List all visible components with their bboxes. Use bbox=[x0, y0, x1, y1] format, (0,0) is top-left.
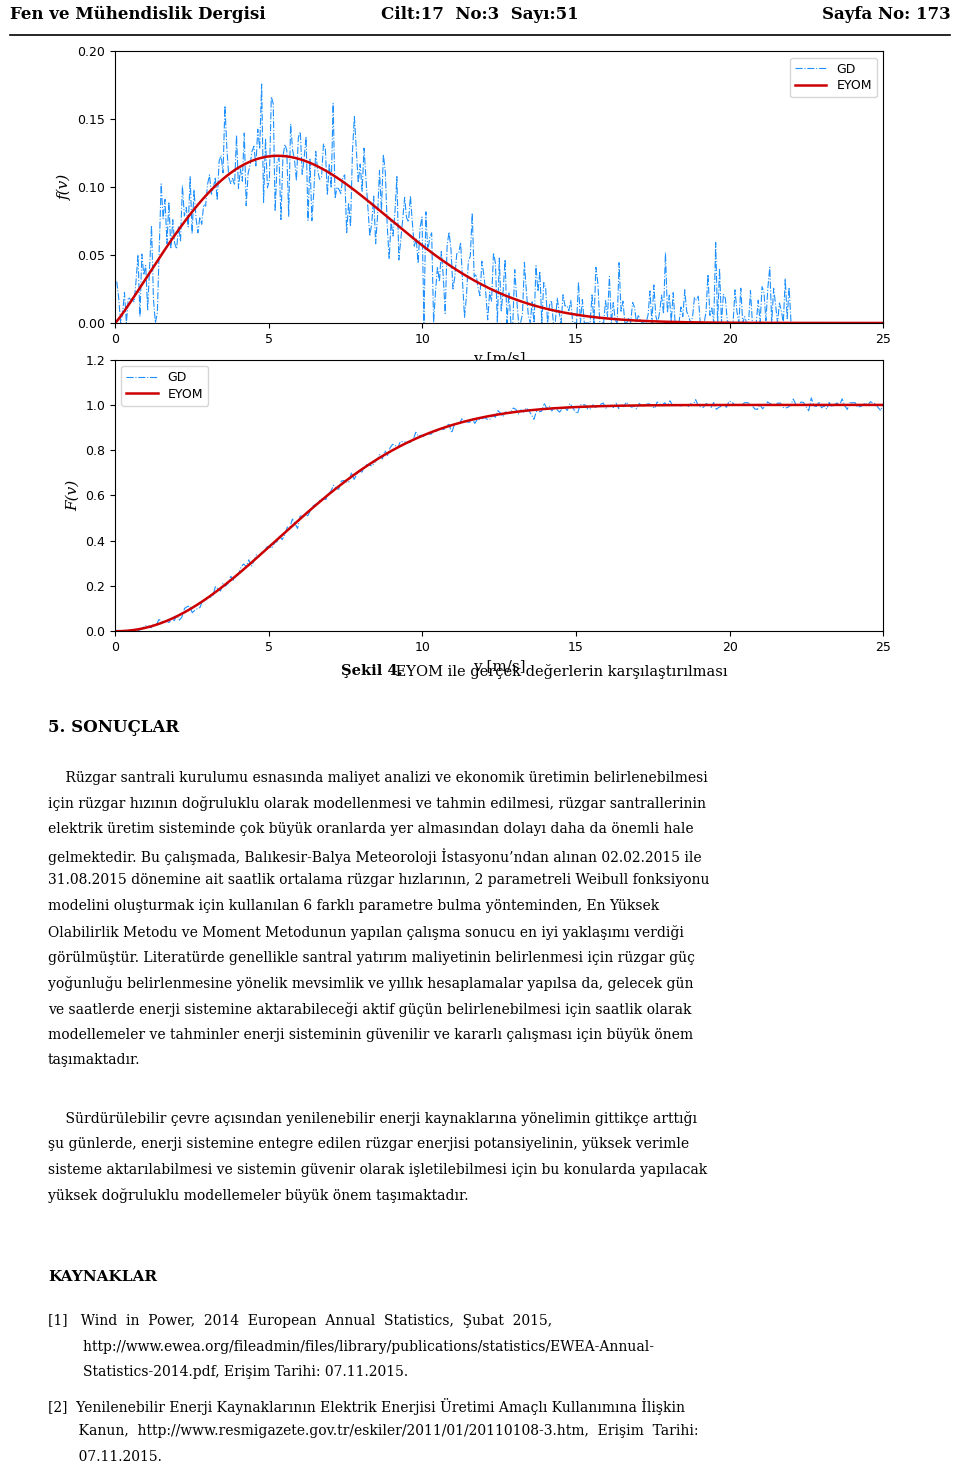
Y-axis label: f(v): f(v) bbox=[58, 175, 72, 200]
Line: GD: GD bbox=[117, 84, 791, 323]
EYOM bbox=[568, 305, 580, 323]
GD bbox=[760, 311, 772, 329]
Text: [2]  Yenilenebilir Enerji Kaynaklarının Elektrik Enerjisi Üretimi Amaçlı Kullanı: [2] Yenilenebilir Enerji Kaynaklarının E… bbox=[48, 1398, 685, 1415]
EYOM bbox=[476, 276, 488, 294]
Line: EYOM: EYOM bbox=[115, 156, 883, 323]
GD bbox=[785, 314, 797, 332]
Text: elektrik üretim sisteminde çok büyük oranlarda yer almasından dolayı daha da öne: elektrik üretim sisteminde çok büyük ora… bbox=[48, 822, 694, 837]
GD bbox=[756, 399, 768, 417]
EYOM bbox=[877, 314, 889, 332]
EYOM bbox=[474, 410, 486, 427]
Line: EYOM: EYOM bbox=[115, 405, 883, 631]
Text: Olabilirlik Metodu ve Moment Metodunun yapılan çalışma sonucu en iyi yaklaşımı v: Olabilirlik Metodu ve Moment Metodunun y… bbox=[48, 925, 684, 940]
Text: Statistics-2014.pdf, Erişim Tarihi: 07.11.2015.: Statistics-2014.pdf, Erişim Tarihi: 07.1… bbox=[48, 1365, 408, 1380]
Y-axis label: F(v): F(v) bbox=[66, 480, 80, 511]
GD bbox=[426, 225, 438, 242]
EYOM bbox=[479, 408, 491, 426]
EYOM bbox=[859, 396, 871, 414]
Text: Rüzgar santrali kurulumu esnasında maliyet analizi ve ekonomik üretimin belirlen: Rüzgar santrali kurulumu esnasında maliy… bbox=[48, 771, 708, 785]
GD bbox=[877, 396, 889, 414]
Text: görülmüştür. Literatürde genellikle santral yatırım maliyetinin belirlenmesi içi: görülmüştür. Literatürde genellikle sant… bbox=[48, 951, 695, 964]
GD bbox=[109, 622, 121, 640]
GD bbox=[513, 314, 524, 332]
EYOM bbox=[877, 396, 889, 414]
Text: şu günlerde, enerji sistemine entegre edilen rüzgar enerjisi potansiyelinin, yük: şu günlerde, enerji sistemine entegre ed… bbox=[48, 1136, 689, 1151]
Text: modelini oluşturmak için kullanılan 6 farklı parametre bulma yönteminden, En Yük: modelini oluşturmak için kullanılan 6 fa… bbox=[48, 898, 660, 913]
GD bbox=[805, 389, 817, 407]
GD bbox=[256, 75, 268, 92]
Text: Şekil 4.: Şekil 4. bbox=[341, 664, 402, 678]
EYOM bbox=[526, 297, 538, 314]
Text: 31.08.2015 dönemine ait saatlik ortalama rüzgar hızlarının, 2 parametreli Weibul: 31.08.2015 dönemine ait saatlik ortalama… bbox=[48, 873, 709, 888]
Text: 07.11.2015.: 07.11.2015. bbox=[48, 1450, 162, 1464]
Legend: GD, EYOM: GD, EYOM bbox=[122, 366, 208, 405]
GD bbox=[295, 123, 306, 141]
EYOM bbox=[860, 314, 872, 332]
Text: Sürdürülebilir çevre açısından yenilenebilir enerji kaynaklarına yönelimin gitti: Sürdürülebilir çevre açısından yenileneb… bbox=[48, 1111, 697, 1126]
Text: Kanun,  http://www.resmigazete.gov.tr/eskiler/2011/01/20110108-3.htm,  Erişim  T: Kanun, http://www.resmigazete.gov.tr/esk… bbox=[48, 1424, 699, 1439]
EYOM bbox=[480, 277, 492, 295]
EYOM bbox=[273, 147, 284, 164]
GD bbox=[111, 273, 123, 291]
X-axis label: v [m/s]: v [m/s] bbox=[473, 659, 525, 674]
GD bbox=[808, 398, 820, 415]
Text: yoğunluğu belirlenmesine yönelik mevsimlik ve yıllık hesaplamalar yapılsa da, ge: yoğunluğu belirlenmesine yönelik mevsiml… bbox=[48, 976, 693, 991]
Text: ve saatlerde enerji sistemine aktarabileceği aktif güçün belirlenebilmesi için s: ve saatlerde enerji sistemine aktarabile… bbox=[48, 1003, 691, 1017]
Text: yüksek doğruluklu modellemeler büyük önem taşımaktadır.: yüksek doğruluklu modellemeler büyük öne… bbox=[48, 1189, 468, 1204]
Text: modellemeler ve tahminler enerji sisteminin güvenilir ve kararlı çalışması için : modellemeler ve tahminler enerji sistemi… bbox=[48, 1028, 693, 1042]
Text: EYOM ile gerçek değerlerin karşılaştırılması: EYOM ile gerçek değerlerin karşılaştırıl… bbox=[391, 664, 728, 678]
EYOM bbox=[740, 314, 752, 332]
EYOM bbox=[109, 622, 121, 640]
Text: [1]   Wind  in  Power,  2014  European  Annual  Statistics,  Şubat  2015,: [1] Wind in Power, 2014 European Annual … bbox=[48, 1314, 552, 1329]
GD bbox=[780, 270, 791, 288]
Text: sisteme aktarılabilmesi ve sistemin güvenir olarak işletilebilmesi için bu konul: sisteme aktarılabilmesi ve sistemin güve… bbox=[48, 1163, 708, 1177]
Line: GD: GD bbox=[115, 398, 883, 631]
GD bbox=[474, 286, 486, 304]
Legend: GD, EYOM: GD, EYOM bbox=[790, 57, 876, 97]
Text: http://www.ewea.org/fileadmin/files/library/publications/statistics/EWEA-Annual-: http://www.ewea.org/fileadmin/files/libr… bbox=[48, 1340, 654, 1353]
Text: KAYNAKLAR: KAYNAKLAR bbox=[48, 1270, 157, 1284]
Text: 5. SONUÇLAR: 5. SONUÇLAR bbox=[48, 719, 180, 737]
Text: gelmektedir. Bu çalışmada, Balıkesir-Balya Meteoroloji İstasyonu’ndan alınan 02.: gelmektedir. Bu çalışmada, Balıkesir-Bal… bbox=[48, 849, 702, 865]
EYOM bbox=[109, 314, 121, 332]
GD bbox=[564, 395, 576, 413]
EYOM bbox=[739, 396, 751, 414]
GD bbox=[112, 621, 124, 639]
Text: için rüzgar hızının doğruluklu olarak modellenmesi ve tahmin edilmesi, rüzgar sa: için rüzgar hızının doğruluklu olarak mo… bbox=[48, 797, 706, 812]
GD bbox=[115, 314, 127, 332]
GD bbox=[566, 398, 578, 415]
EYOM bbox=[525, 401, 537, 418]
Text: Sayfa No: 173: Sayfa No: 173 bbox=[822, 6, 950, 23]
GD bbox=[580, 396, 591, 414]
X-axis label: v [m/s]: v [m/s] bbox=[473, 351, 525, 366]
Text: taşımaktadır.: taşımaktadır. bbox=[48, 1054, 140, 1067]
Text: Cilt:17  No:3  Sayı:51: Cilt:17 No:3 Sayı:51 bbox=[381, 6, 579, 23]
EYOM bbox=[566, 398, 578, 415]
Text: Fen ve Mühendislik Dergisi: Fen ve Mühendislik Dergisi bbox=[10, 6, 265, 23]
